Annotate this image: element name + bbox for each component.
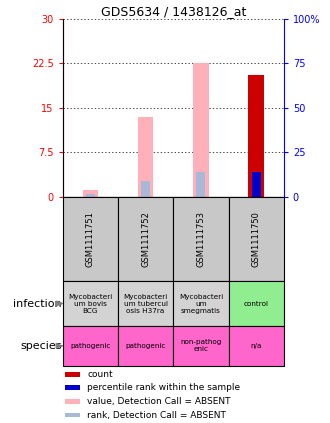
Text: rank, Detection Call = ABSENT: rank, Detection Call = ABSENT xyxy=(87,410,226,420)
Text: control: control xyxy=(244,300,269,307)
Bar xyxy=(65,399,81,404)
FancyBboxPatch shape xyxy=(173,197,228,281)
Text: GSM1111751: GSM1111751 xyxy=(86,211,95,267)
FancyBboxPatch shape xyxy=(118,197,173,281)
FancyBboxPatch shape xyxy=(63,326,118,366)
Bar xyxy=(248,75,264,197)
FancyBboxPatch shape xyxy=(118,281,173,326)
Text: Mycobacteri
um
smegmatis: Mycobacteri um smegmatis xyxy=(179,294,223,313)
Text: GSM1111753: GSM1111753 xyxy=(196,211,205,267)
FancyBboxPatch shape xyxy=(118,326,173,366)
Title: GDS5634 / 1438126_at: GDS5634 / 1438126_at xyxy=(101,5,246,18)
Text: Mycobacteri
um bovis
BCG: Mycobacteri um bovis BCG xyxy=(68,294,113,313)
FancyBboxPatch shape xyxy=(228,326,284,366)
Text: n/a: n/a xyxy=(250,343,262,349)
FancyBboxPatch shape xyxy=(63,197,118,281)
Text: species: species xyxy=(20,341,62,351)
Bar xyxy=(82,190,98,197)
FancyBboxPatch shape xyxy=(173,281,228,326)
Text: value, Detection Call = ABSENT: value, Detection Call = ABSENT xyxy=(87,397,231,406)
FancyBboxPatch shape xyxy=(173,326,228,366)
Bar xyxy=(196,172,205,197)
Bar xyxy=(65,385,81,390)
Bar xyxy=(141,181,150,197)
Bar xyxy=(65,413,81,417)
Bar xyxy=(138,117,153,197)
Text: pathogenic: pathogenic xyxy=(125,343,166,349)
Text: infection: infection xyxy=(13,299,62,308)
Text: count: count xyxy=(87,370,113,379)
Text: Mycobacteri
um tubercul
osis H37ra: Mycobacteri um tubercul osis H37ra xyxy=(123,294,168,313)
Bar xyxy=(252,172,261,197)
FancyBboxPatch shape xyxy=(63,281,118,326)
Text: GSM1111750: GSM1111750 xyxy=(252,211,261,267)
Text: pathogenic: pathogenic xyxy=(70,343,111,349)
Bar xyxy=(86,194,95,197)
Text: GSM1111752: GSM1111752 xyxy=(141,211,150,267)
FancyBboxPatch shape xyxy=(228,197,284,281)
FancyBboxPatch shape xyxy=(228,281,284,326)
Text: non-pathog
enic: non-pathog enic xyxy=(180,339,221,352)
Bar xyxy=(65,372,81,377)
Bar xyxy=(193,63,209,197)
Text: percentile rank within the sample: percentile rank within the sample xyxy=(87,383,240,392)
